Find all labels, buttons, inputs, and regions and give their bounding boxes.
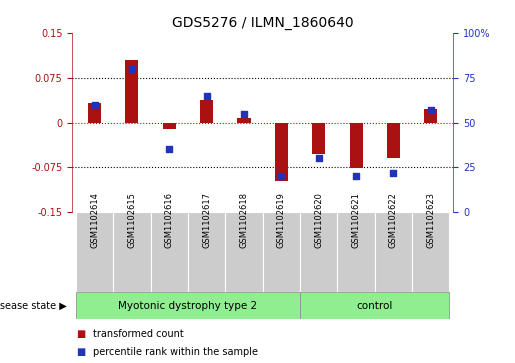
Text: transformed count: transformed count xyxy=(93,329,183,339)
Text: GSM1102620: GSM1102620 xyxy=(314,192,323,248)
Text: disease state ▶: disease state ▶ xyxy=(0,301,67,311)
Text: percentile rank within the sample: percentile rank within the sample xyxy=(93,347,258,357)
Point xyxy=(426,107,435,113)
Bar xyxy=(150,212,188,292)
Point xyxy=(91,102,99,107)
Bar xyxy=(237,118,250,123)
Bar xyxy=(88,103,101,123)
Bar xyxy=(200,100,213,123)
Point xyxy=(128,66,136,72)
Bar xyxy=(275,123,288,181)
Bar xyxy=(350,123,363,168)
Text: GSM1102616: GSM1102616 xyxy=(165,192,174,248)
Bar xyxy=(125,60,139,123)
Text: GSM1102618: GSM1102618 xyxy=(239,192,248,248)
Text: GSM1102623: GSM1102623 xyxy=(426,192,435,248)
Point xyxy=(277,174,285,179)
Text: GSM1102617: GSM1102617 xyxy=(202,192,211,248)
Bar xyxy=(412,212,450,292)
Text: control: control xyxy=(356,301,393,311)
Bar xyxy=(76,212,113,292)
Bar xyxy=(188,212,225,292)
Point xyxy=(165,147,174,152)
Bar xyxy=(424,109,437,123)
Bar xyxy=(375,212,412,292)
Bar xyxy=(113,212,150,292)
Text: GSM1102619: GSM1102619 xyxy=(277,192,286,248)
Bar xyxy=(300,212,337,292)
Bar xyxy=(225,212,263,292)
Point xyxy=(352,174,360,179)
Point xyxy=(202,93,211,98)
Text: GSM1102614: GSM1102614 xyxy=(90,192,99,248)
Text: GSM1102622: GSM1102622 xyxy=(389,192,398,248)
Bar xyxy=(337,212,375,292)
Bar xyxy=(263,212,300,292)
Text: Myotonic dystrophy type 2: Myotonic dystrophy type 2 xyxy=(118,301,258,311)
Text: GSM1102621: GSM1102621 xyxy=(352,192,360,248)
Text: GSM1102615: GSM1102615 xyxy=(127,192,136,248)
Bar xyxy=(312,123,325,154)
Point xyxy=(389,170,398,176)
Bar xyxy=(300,292,450,319)
Text: ■: ■ xyxy=(77,329,90,339)
Title: GDS5276 / ILMN_1860640: GDS5276 / ILMN_1860640 xyxy=(172,16,353,30)
Bar xyxy=(76,292,300,319)
Bar xyxy=(387,123,400,159)
Text: ■: ■ xyxy=(77,347,90,357)
Point xyxy=(240,111,248,117)
Bar xyxy=(163,123,176,129)
Point xyxy=(315,156,323,162)
